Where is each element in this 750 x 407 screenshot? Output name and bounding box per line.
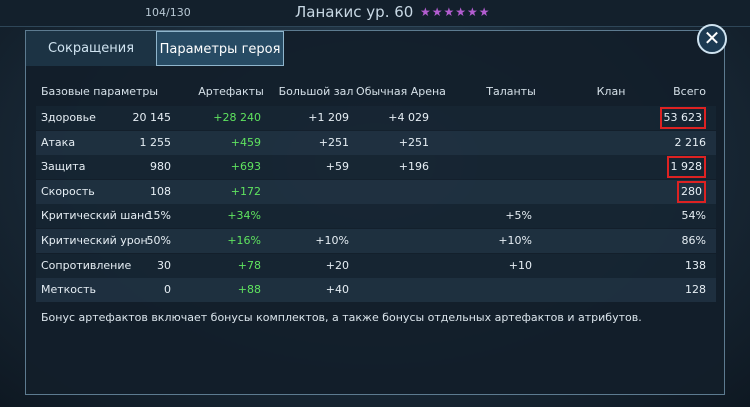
stat-value: +4 029	[388, 111, 429, 124]
stat-value: 2 216	[674, 135, 707, 149]
table-row	[36, 204, 716, 229]
stat-name: Здоровье	[41, 111, 96, 124]
stat-value: +459	[230, 135, 261, 149]
stat-value: 980	[150, 160, 171, 174]
stat-value: +28 240	[213, 111, 261, 124]
stat-value: +88	[237, 283, 261, 297]
stat-value: +693	[230, 160, 261, 174]
stat-value: +1 209	[308, 111, 349, 124]
stars: ★★★★★★	[420, 5, 491, 19]
stat-value: +40	[325, 283, 349, 297]
table-row	[36, 253, 716, 278]
stat-value: +5%	[505, 209, 532, 223]
note: Бонус артефактов включает бонусы комплек…	[41, 311, 642, 324]
column-header: Всего	[673, 85, 706, 98]
stat-value: +59	[325, 160, 349, 174]
stat-value: +251	[398, 135, 429, 149]
stat-value: +196	[398, 160, 429, 174]
column-header: Таланты	[486, 85, 536, 98]
stat-value: 30	[157, 258, 171, 272]
hero-title: Ланакис ур. 60	[295, 3, 414, 21]
stat-value: +251	[318, 135, 349, 149]
column-header: Клан	[596, 85, 626, 98]
stat-name: Скорость	[41, 184, 95, 198]
stat-value: +78	[237, 258, 261, 272]
stat-name: Критический шанс	[41, 209, 151, 223]
table-row	[36, 155, 716, 180]
top-bar: 104/130 Ланакис ур. 60 ★★★★★★	[0, 0, 750, 27]
column-header: Обычная Арена	[356, 85, 446, 98]
stat-value: 15%	[146, 209, 171, 223]
stat-value: 53 623	[659, 107, 706, 129]
stat-value: 280	[677, 180, 706, 203]
stat-value: +16%	[227, 234, 261, 247]
stat-value: 54%	[681, 209, 706, 223]
column-header: Большой зал	[278, 85, 354, 98]
stat-value: +172	[230, 184, 261, 198]
stats-panel: Сокращения Параметры героя Базовые параме…	[25, 30, 725, 395]
stat-value: +10%	[498, 234, 532, 247]
stat-value: 86%	[681, 234, 706, 247]
table-row	[36, 229, 716, 253]
column-header: Артефакты	[198, 85, 264, 98]
stat-value: 138	[685, 258, 706, 272]
stat-name: Меткость	[41, 283, 96, 297]
tab[interactable]: Сокращения	[26, 31, 157, 66]
stat-name: Защита	[41, 160, 86, 174]
stat-value: 1 255	[139, 135, 172, 149]
energy: 104/130	[145, 6, 191, 19]
stat-value: 0	[164, 283, 171, 297]
stat-value: +34%	[227, 209, 261, 223]
tab[interactable]: Параметры героя	[156, 31, 284, 66]
column-header: Базовые параметры	[41, 85, 159, 98]
stat-value: +20	[325, 258, 349, 272]
stat-value: 1 928	[666, 156, 706, 179]
stat-name: Критический урон	[41, 234, 148, 247]
stat-value: 50%	[146, 234, 171, 247]
stat-name: Атака	[41, 135, 76, 149]
table-row	[36, 130, 716, 155]
table-row	[36, 106, 716, 130]
stat-value: 20 145	[132, 111, 172, 124]
stat-name: Сопротивление	[41, 258, 132, 272]
stat-value: +10%	[315, 234, 349, 247]
stat-value: 128	[685, 283, 706, 297]
stat-value: 108	[150, 184, 171, 198]
close-button[interactable]: ✕	[697, 24, 727, 54]
table-row	[36, 179, 716, 204]
table-row	[36, 278, 716, 303]
stat-value: +10	[508, 258, 532, 272]
